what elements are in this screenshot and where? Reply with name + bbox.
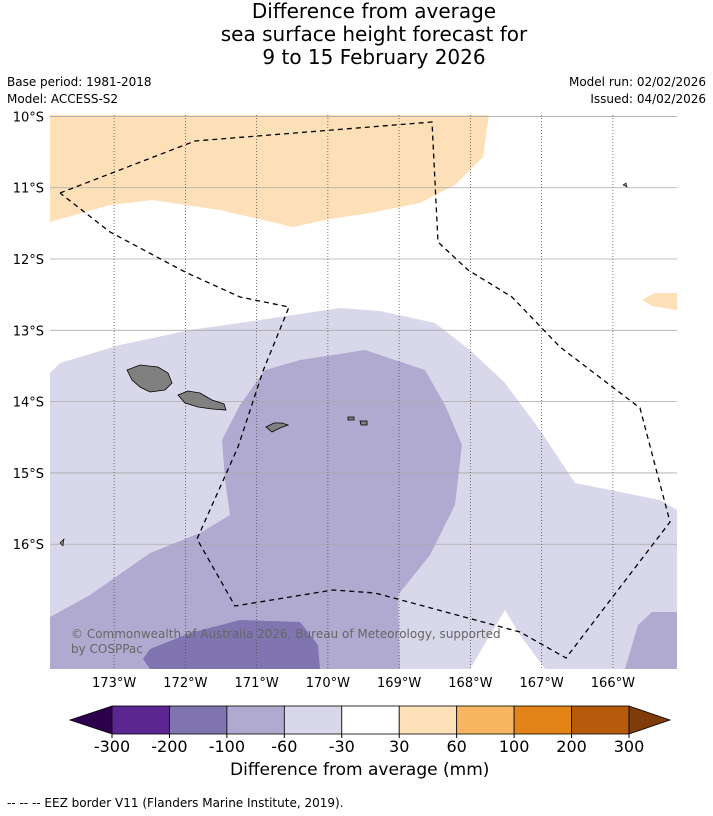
latitude-labels: 10°S 11°S 12°S 13°S 14°S 15°S 16°S [13, 110, 44, 553]
colorbar-swatch [513, 705, 572, 735]
contour-m100-m60 [50, 350, 462, 669]
colorbar-label: Difference from average (mm) [230, 760, 490, 780]
island-tutuila [265, 422, 290, 433]
issued-text: Issued: 04/02/2026 [590, 92, 706, 106]
lat-label: 12°S [13, 253, 44, 268]
island-upolu [177, 390, 227, 411]
title-line-3: 9 to 15 February 2026 [262, 45, 486, 69]
colorbar-swatches [68, 705, 672, 735]
colorbar-swatch [226, 705, 285, 735]
colorbar-swatch [341, 705, 400, 735]
lon-label: 169°W [377, 676, 421, 691]
lon-label: 166°W [591, 676, 635, 691]
model-text: Model: ACCESS-S2 [7, 92, 119, 106]
colorbar-tick-label: 100 [499, 737, 530, 756]
chart-title: Difference from average sea surface heig… [0, 0, 713, 69]
colorbar-tick-label: 300 [614, 737, 645, 756]
contour-30-60 [50, 115, 489, 227]
colorbar: -300 -200 -100 -60 -30 30 60 100 200 300 [68, 705, 672, 756]
map-panel: © Commonwealth of Australia 2026, Bureau… [13, 110, 677, 691]
colorbar-swatch [456, 705, 515, 735]
lon-label: 168°W [448, 676, 492, 691]
model-run-text: Model run: 02/02/2026 [568, 75, 706, 89]
colorbar-swatch [398, 705, 458, 735]
colorbar-tick-label: -100 [209, 737, 245, 756]
colorbar-swatch [169, 705, 228, 735]
colorbar-tick-label: 200 [556, 737, 587, 756]
colorbar-tick-label: 60 [446, 737, 466, 756]
colorbar-tick-label: -300 [94, 737, 130, 756]
meta-left: Base period: 1981-2018 Model: ACCESS-S2 [7, 74, 152, 108]
title-line-1: Difference from average [251, 0, 497, 23]
copyright-line-1: © Commonwealth of Australia 2026, Bureau… [71, 627, 501, 641]
colorbar-swatch [283, 705, 343, 735]
island-tau [359, 420, 368, 426]
lon-label: 171°W [235, 676, 279, 691]
island-ofu [347, 416, 355, 421]
map-content [50, 115, 677, 669]
lat-label: 16°S [13, 538, 44, 553]
islands [59, 182, 628, 547]
footnote-eez: -- -- -- EEZ border V11 (Flanders Marine… [7, 796, 344, 810]
lat-label: 14°S [13, 396, 44, 411]
island-islet-a [59, 538, 65, 547]
copyright-line-2: by COSPPac [71, 642, 143, 656]
contour-m100-m60-right [625, 612, 677, 669]
colorbar-swatch [571, 705, 630, 735]
colorbar-extend-low [68, 705, 113, 735]
colorbar-tick-label: -30 [329, 737, 355, 756]
lat-label: 10°S [13, 110, 44, 125]
title-line-2: sea surface height forecast for [220, 22, 528, 46]
contour-white-notch [470, 610, 545, 669]
island-savaii [126, 364, 173, 393]
lon-label: 170°W [306, 676, 350, 691]
lon-label: 173°W [92, 676, 136, 691]
contour-m200-m100 [143, 620, 320, 669]
colorbar-tick-label: 30 [389, 737, 409, 756]
lat-label: 13°S [13, 324, 44, 339]
colorbar-ticks: -300 -200 -100 -60 -30 30 60 100 200 300 [94, 734, 644, 756]
eez-border [59, 121, 671, 659]
contour-30-60-right [642, 293, 677, 310]
colorbar-swatch [111, 705, 170, 735]
lat-label: 15°S [13, 467, 44, 482]
lon-label: 167°W [520, 676, 564, 691]
base-period-text: Base period: 1981-2018 [7, 75, 152, 89]
island-islet-b [622, 182, 628, 188]
lon-label: 172°W [163, 676, 207, 691]
colorbar-tick-label: -200 [151, 737, 187, 756]
colorbar-tick-label: -60 [271, 737, 297, 756]
lat-label: 11°S [13, 182, 44, 197]
longitude-labels: 173°W 172°W 171°W 170°W 169°W 168°W 167°W 166°W [92, 676, 635, 691]
colorbar-extend-high [628, 705, 672, 735]
meta-right: Model run: 02/02/2026 Issued: 04/02/2026 [569, 74, 706, 108]
